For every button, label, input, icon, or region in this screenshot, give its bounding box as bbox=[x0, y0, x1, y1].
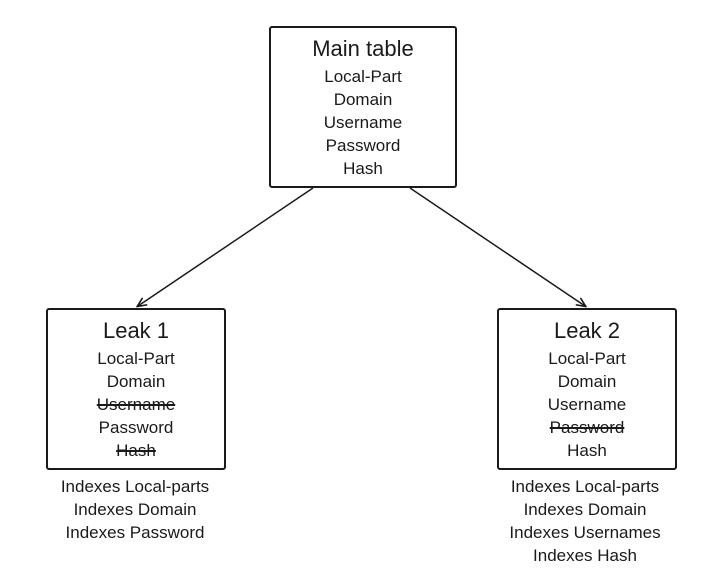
field: Hash bbox=[511, 440, 663, 463]
field: Username bbox=[283, 112, 443, 135]
field: Username bbox=[60, 394, 212, 417]
caption-line: Indexes Usernames bbox=[460, 522, 710, 545]
caption-line: Indexes Domain bbox=[460, 499, 710, 522]
node-title: Leak 1 bbox=[60, 318, 212, 344]
field: Domain bbox=[60, 371, 212, 394]
caption-line: Indexes Local-parts bbox=[460, 476, 710, 499]
field: Password bbox=[511, 417, 663, 440]
field: Local-Part bbox=[511, 348, 663, 371]
caption-line: Indexes Password bbox=[10, 522, 260, 545]
caption-line: Indexes Hash bbox=[460, 545, 710, 568]
node-leak-2: Leak 2 Local-Part Domain Username Passwo… bbox=[497, 308, 677, 470]
field: Local-Part bbox=[60, 348, 212, 371]
node-main-table: Main table Local-Part Domain Username Pa… bbox=[269, 26, 457, 188]
node-title: Leak 2 bbox=[511, 318, 663, 344]
node-title: Main table bbox=[283, 36, 443, 62]
field: Password bbox=[60, 417, 212, 440]
caption-leak-1: Indexes Local-parts Indexes Domain Index… bbox=[10, 476, 260, 545]
field: Local-Part bbox=[283, 66, 443, 89]
caption-line: Indexes Local-parts bbox=[10, 476, 260, 499]
field: Domain bbox=[283, 89, 443, 112]
field: Hash bbox=[283, 158, 443, 181]
diagram-canvas: Main table Local-Part Domain Username Pa… bbox=[0, 0, 724, 582]
field: Username bbox=[511, 394, 663, 417]
caption-line: Indexes Domain bbox=[10, 499, 260, 522]
field: Password bbox=[283, 135, 443, 158]
field: Domain bbox=[511, 371, 663, 394]
node-leak-1: Leak 1 Local-Part Domain Username Passwo… bbox=[46, 308, 226, 470]
field: Hash bbox=[60, 440, 212, 463]
caption-leak-2: Indexes Local-parts Indexes Domain Index… bbox=[460, 476, 710, 568]
